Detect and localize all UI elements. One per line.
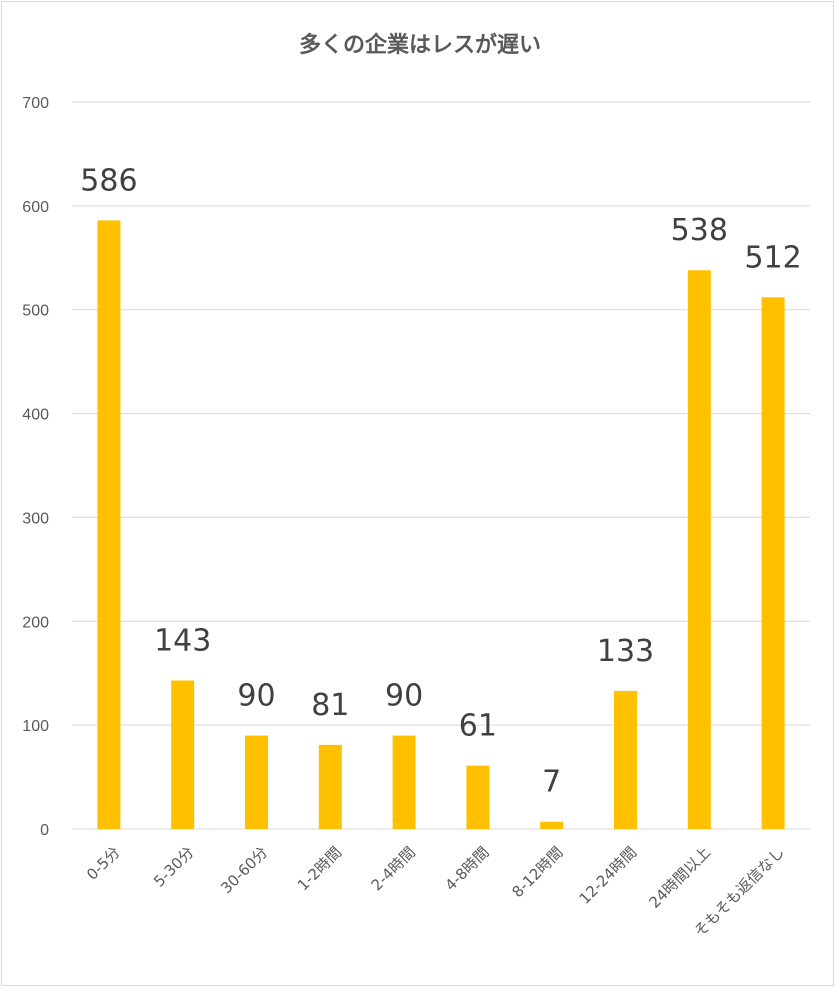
bar bbox=[171, 680, 195, 829]
bar bbox=[245, 735, 268, 829]
y-tick-label: 200 bbox=[22, 614, 49, 631]
x-tick-label: 1-2時間 bbox=[294, 843, 345, 894]
x-tick-label: 24時間以上 bbox=[645, 843, 714, 912]
chart-title: 多くの企業はレスが遅い bbox=[299, 32, 541, 58]
y-axis-ticks: 0 100 200 300 400 500 600 700 bbox=[22, 95, 49, 839]
x-axis-ticks: 0-5分 5-30分 30-60分 1-2時間 2-4時間 4-8時間 8-12時間 12-2… bbox=[83, 843, 788, 940]
bar bbox=[540, 821, 564, 829]
data-label: 90 bbox=[237, 679, 275, 714]
y-tick-label: 700 bbox=[22, 95, 49, 112]
data-label: 61 bbox=[459, 709, 497, 744]
data-label: 7 bbox=[542, 765, 561, 800]
bar bbox=[614, 690, 637, 829]
x-tick-label: 4-8時間 bbox=[441, 843, 492, 894]
x-tick-label: 12-24時間 bbox=[576, 843, 641, 908]
bar bbox=[318, 744, 342, 829]
y-tick-label: 300 bbox=[22, 510, 49, 527]
bar bbox=[687, 270, 711, 830]
y-tick-label: 400 bbox=[22, 407, 49, 424]
bar bbox=[392, 735, 416, 829]
x-tick-label: 8-12時間 bbox=[509, 843, 567, 901]
data-label: 81 bbox=[311, 688, 349, 723]
data-label: 586 bbox=[80, 163, 137, 198]
data-label: 143 bbox=[154, 623, 211, 658]
x-tick-label: 30-60分 bbox=[217, 843, 271, 897]
data-label: 512 bbox=[744, 240, 801, 275]
data-labels: 586 143 90 81 90 61 7 133 538 512 bbox=[80, 163, 801, 799]
bar bbox=[466, 765, 490, 829]
bars bbox=[97, 220, 785, 830]
y-tick-label: 100 bbox=[22, 718, 49, 735]
bar bbox=[761, 297, 785, 829]
y-tick-label: 500 bbox=[22, 303, 49, 320]
y-tick-label: 0 bbox=[40, 822, 49, 839]
y-tick-label: 600 bbox=[22, 199, 49, 216]
data-label: 90 bbox=[385, 679, 423, 714]
data-label: 133 bbox=[597, 634, 654, 669]
x-tick-label: 0-5分 bbox=[83, 843, 124, 884]
data-label: 538 bbox=[671, 213, 728, 248]
x-tick-label: 5-30分 bbox=[150, 843, 197, 890]
bar bbox=[97, 220, 121, 829]
gridlines bbox=[72, 101, 810, 830]
x-tick-label: 2-4時間 bbox=[368, 843, 419, 894]
